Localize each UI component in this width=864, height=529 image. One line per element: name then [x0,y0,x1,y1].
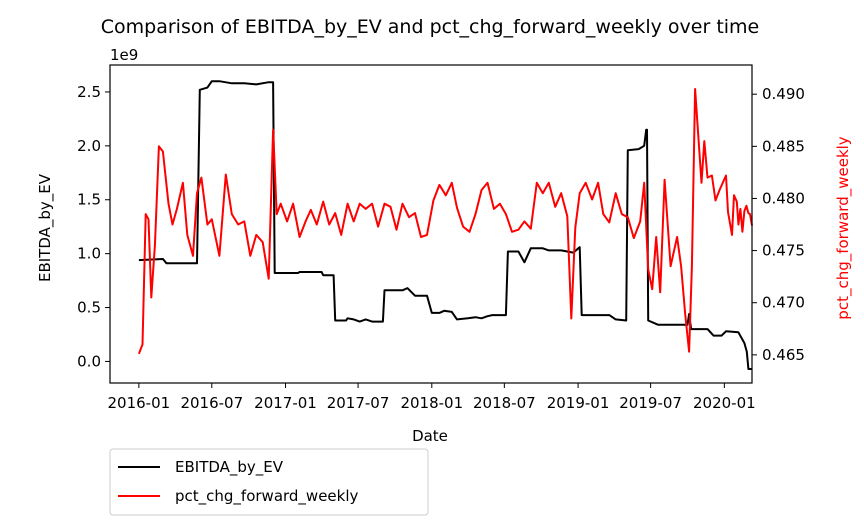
x-tick-label-1: 2016-07 [180,394,243,412]
chart-title: Comparison of EBITDA_by_EV and pct_chg_f… [101,16,760,38]
y-right-tick-label-2: 0.475 [762,242,805,260]
y-left-tick-label-4: 2.0 [77,137,101,155]
x-tick-label-0: 2016-01 [108,394,171,412]
y-axis-right-label: pct_chg_forward_weekly [834,136,853,320]
x-tick-label-2: 2017-01 [254,394,317,412]
y-axis-left-label: EBITDA_by_EV [36,173,55,282]
y-right-tick-label-1: 0.470 [762,294,805,312]
y-right-tick-label-5: 0.490 [762,85,805,103]
y-left-tick-label-0: 0.0 [77,352,101,370]
plot-area [109,64,753,384]
series-line-1 [137,88,753,355]
x-axis-label: Date [412,427,448,445]
x-tick-label-8: 2020-01 [693,394,756,412]
x-tick-label-6: 2019-01 [547,394,610,412]
x-axis: 2016-01 2016-07 2017-01 2017-07 2018-01 2018-… [108,383,756,412]
y-left-tick-label-2: 1.0 [77,245,101,263]
y-axis-left: 0.0 0.5 1.0 1.5 2.0 2.5 [77,83,110,370]
y-right-tick-label-4: 0.485 [762,137,805,155]
x-tick-label-4: 2018-01 [400,394,463,412]
x-tick-label-5: 2018-07 [473,394,536,412]
y-left-tick-label-1: 0.5 [77,299,101,317]
y-left-tick-label-3: 1.5 [77,191,101,209]
series-line-0 [138,80,752,370]
legend-box [109,448,429,516]
x-tick-label-7: 2019-07 [619,394,682,412]
y-right-tick-label-0: 0.465 [762,346,805,364]
y-left-tick-label-5: 2.5 [77,83,101,101]
y-axis-right: 0.465 0.470 0.475 0.480 0.485 0.490 [752,85,805,364]
left-axis-offset-label: 1e9 [110,46,138,64]
y-right-tick-label-3: 0.480 [762,189,805,207]
legend-label-pct-chg: pct_chg_forward_weekly [175,487,359,506]
legend: EBITDA_by_EV pct_chg_forward_weekly [109,448,429,516]
legend-label-ebitda: EBITDA_by_EV [175,458,284,477]
series-layer [137,80,753,370]
plot-frame [109,64,753,384]
x-tick-label-3: 2017-07 [327,394,390,412]
